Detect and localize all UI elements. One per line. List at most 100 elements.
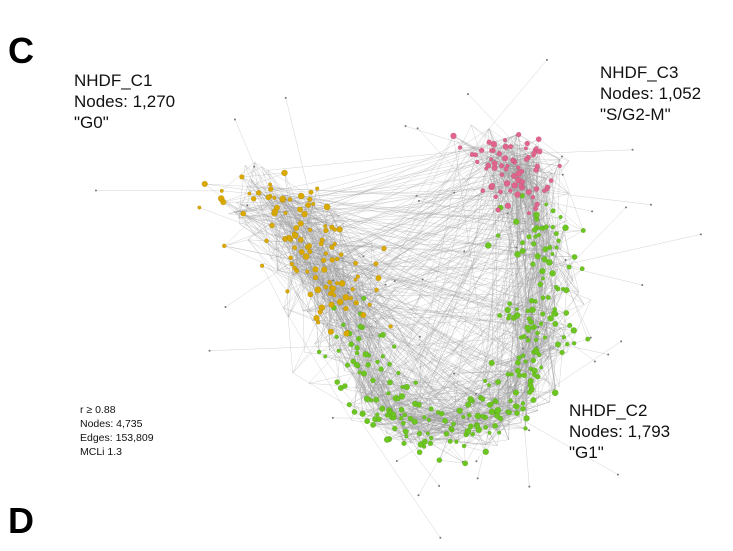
node [496,151,503,157]
node [553,231,559,237]
node [453,372,456,375]
edge [302,310,305,353]
node [350,287,355,292]
edge [484,140,506,381]
node [240,210,247,217]
edge [511,259,566,375]
edge [405,355,524,387]
edge [488,374,496,426]
node [312,266,319,273]
edge [566,299,592,353]
edge [536,312,567,353]
edge [236,194,264,203]
node [540,311,546,317]
edge [521,300,555,314]
edge [354,288,394,343]
edge [364,206,519,320]
edge [494,168,500,433]
edge [306,271,331,285]
edge [241,176,283,199]
edge [282,169,542,200]
edge [348,292,412,404]
node [307,291,314,298]
edge [522,361,527,409]
edge [543,250,585,305]
edge [488,59,548,129]
edge [235,171,522,213]
node [411,418,418,425]
stat: r ≥ 0.88 [80,404,116,416]
node [302,253,310,260]
edge [364,318,374,381]
edge [524,336,563,353]
node [373,261,379,267]
node [463,250,466,253]
edge [336,271,350,334]
node [699,233,702,236]
edge [247,239,374,381]
edge [224,239,249,247]
node [359,410,366,417]
node [486,139,492,145]
node [488,408,496,415]
node [524,324,531,331]
edge [492,185,651,205]
edge [463,417,466,464]
edge [343,209,519,259]
node [438,410,445,417]
edge [330,255,530,286]
node [498,189,503,195]
edge [470,124,484,164]
node [361,295,367,301]
node [327,328,334,335]
node [450,132,457,140]
edge [509,276,529,304]
node [531,150,537,157]
node [426,417,431,423]
edge [303,307,322,312]
edge [285,97,322,244]
edge [548,358,550,403]
node [392,425,398,432]
node [454,439,459,444]
network-stats: r ≥ 0.88 Nodes: 4,735 Edges: 153,809 MCL… [80,403,154,459]
edge [509,412,619,475]
node [269,222,275,229]
node [541,276,545,281]
edge [554,256,575,314]
node [334,379,341,385]
edge [531,256,541,301]
edge [282,198,536,302]
edge [521,305,596,362]
edge [453,309,533,374]
node [537,326,540,329]
edge [358,185,515,339]
edge [349,404,388,416]
edge [274,211,278,271]
node [539,365,544,370]
edge [320,311,512,367]
node [508,398,513,404]
node [398,406,405,413]
node [503,166,509,172]
stat: Edges: 153,809 [80,432,154,444]
edge [228,213,557,234]
node [283,210,288,216]
edge [318,260,324,280]
node [566,264,572,270]
node [297,192,305,200]
edge [528,273,553,281]
node [421,438,428,445]
edge [537,256,575,258]
edge [354,380,374,413]
node [530,195,536,200]
node [449,426,454,431]
node [537,281,544,288]
node [348,296,354,301]
cluster-phase: "S/G2-M" [600,105,671,124]
node [403,383,410,391]
node [285,289,290,294]
node [344,362,351,368]
node [438,484,441,487]
edge [252,198,274,212]
